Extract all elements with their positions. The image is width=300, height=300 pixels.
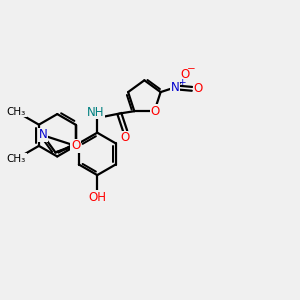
Text: N: N <box>39 128 47 141</box>
Text: OH: OH <box>88 191 106 204</box>
Text: O: O <box>150 105 160 118</box>
Text: O: O <box>193 82 203 95</box>
Text: NH: NH <box>87 106 104 118</box>
Text: N: N <box>171 81 179 94</box>
Text: O: O <box>71 140 80 152</box>
Text: CH₃: CH₃ <box>7 154 26 164</box>
Text: −: − <box>187 64 196 74</box>
Text: O: O <box>121 131 130 144</box>
Text: O: O <box>181 68 190 82</box>
Text: CH₃: CH₃ <box>7 107 26 117</box>
Text: +: + <box>178 78 185 87</box>
